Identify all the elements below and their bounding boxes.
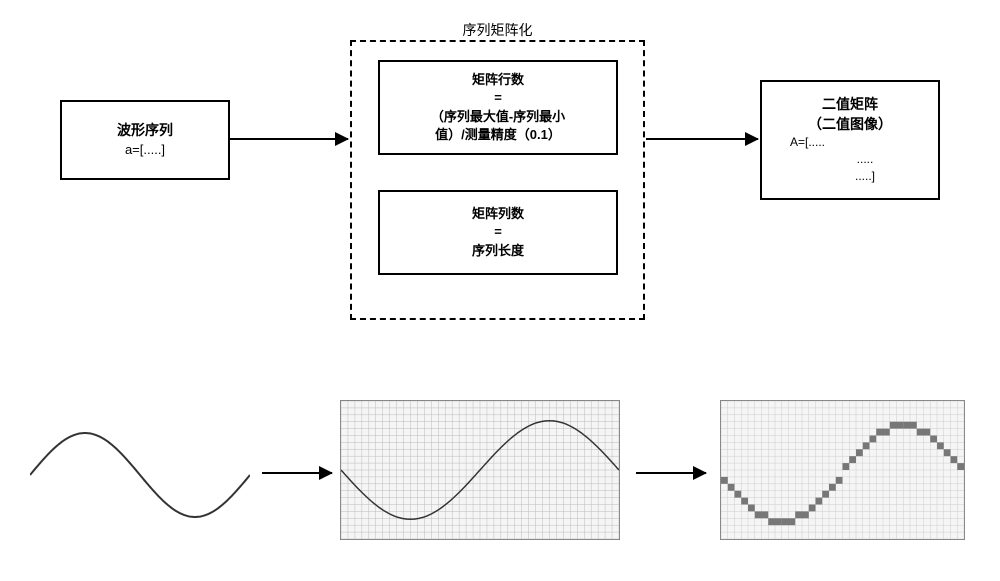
inner1-line3: （序列最大值-序列最小	[431, 108, 565, 126]
node-waveform-subtitle: a=[.....]	[125, 141, 165, 159]
inner1-line4: 值）/测量精度（0.1）	[435, 126, 561, 144]
arrow-mid-to-right	[646, 138, 758, 140]
right-line5: .....]	[855, 168, 875, 185]
right-line4: .....	[857, 151, 874, 168]
right-subtitle: （二值图像）	[808, 115, 892, 135]
panel-grid-sine	[340, 400, 620, 540]
dashed-container-title: 序列矩阵化	[350, 20, 645, 40]
node-waveform-title: 波形序列	[117, 121, 173, 141]
inner2-line3: 序列长度	[472, 242, 524, 260]
arrow-left-to-mid	[230, 138, 348, 140]
inner2-line1: 矩阵列数	[472, 205, 524, 223]
arrow-panel1-to-panel2	[262, 472, 332, 474]
right-title: 二值矩阵	[822, 95, 878, 115]
node-matrix-rows: 矩阵行数 = （序列最大值-序列最小 值）/测量精度（0.1）	[378, 60, 618, 155]
panel-smooth-sine	[30, 420, 250, 530]
arrow-panel2-to-panel3	[636, 472, 706, 474]
panel-pixel-sine	[720, 400, 965, 540]
inner2-line2: =	[494, 223, 502, 241]
node-matrix-cols: 矩阵列数 = 序列长度	[378, 190, 618, 275]
inner1-line1: 矩阵行数	[472, 71, 524, 89]
illustration-lower	[0, 390, 1000, 570]
flowchart-upper: 波形序列 a=[.....] 序列矩阵化 矩阵行数 = （序列最大值-序列最小 …	[0, 30, 1000, 330]
right-line3: A=[.....	[790, 134, 825, 151]
node-waveform-sequence: 波形序列 a=[.....]	[60, 100, 230, 180]
inner1-line2: =	[494, 89, 502, 107]
node-binary-matrix: 二值矩阵 （二值图像） A=[..... ..... .....]	[760, 80, 940, 200]
